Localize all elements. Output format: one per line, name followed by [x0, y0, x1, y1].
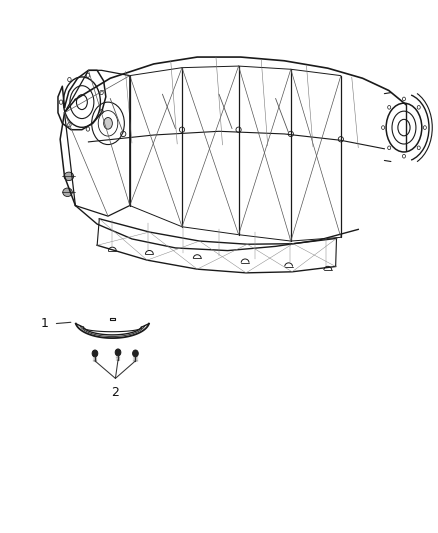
Text: 2: 2	[112, 386, 119, 399]
Ellipse shape	[64, 172, 74, 181]
Ellipse shape	[104, 117, 113, 129]
Ellipse shape	[115, 349, 121, 356]
Ellipse shape	[63, 188, 72, 197]
Ellipse shape	[133, 350, 138, 357]
Text: 1: 1	[41, 317, 48, 330]
Ellipse shape	[92, 350, 98, 357]
